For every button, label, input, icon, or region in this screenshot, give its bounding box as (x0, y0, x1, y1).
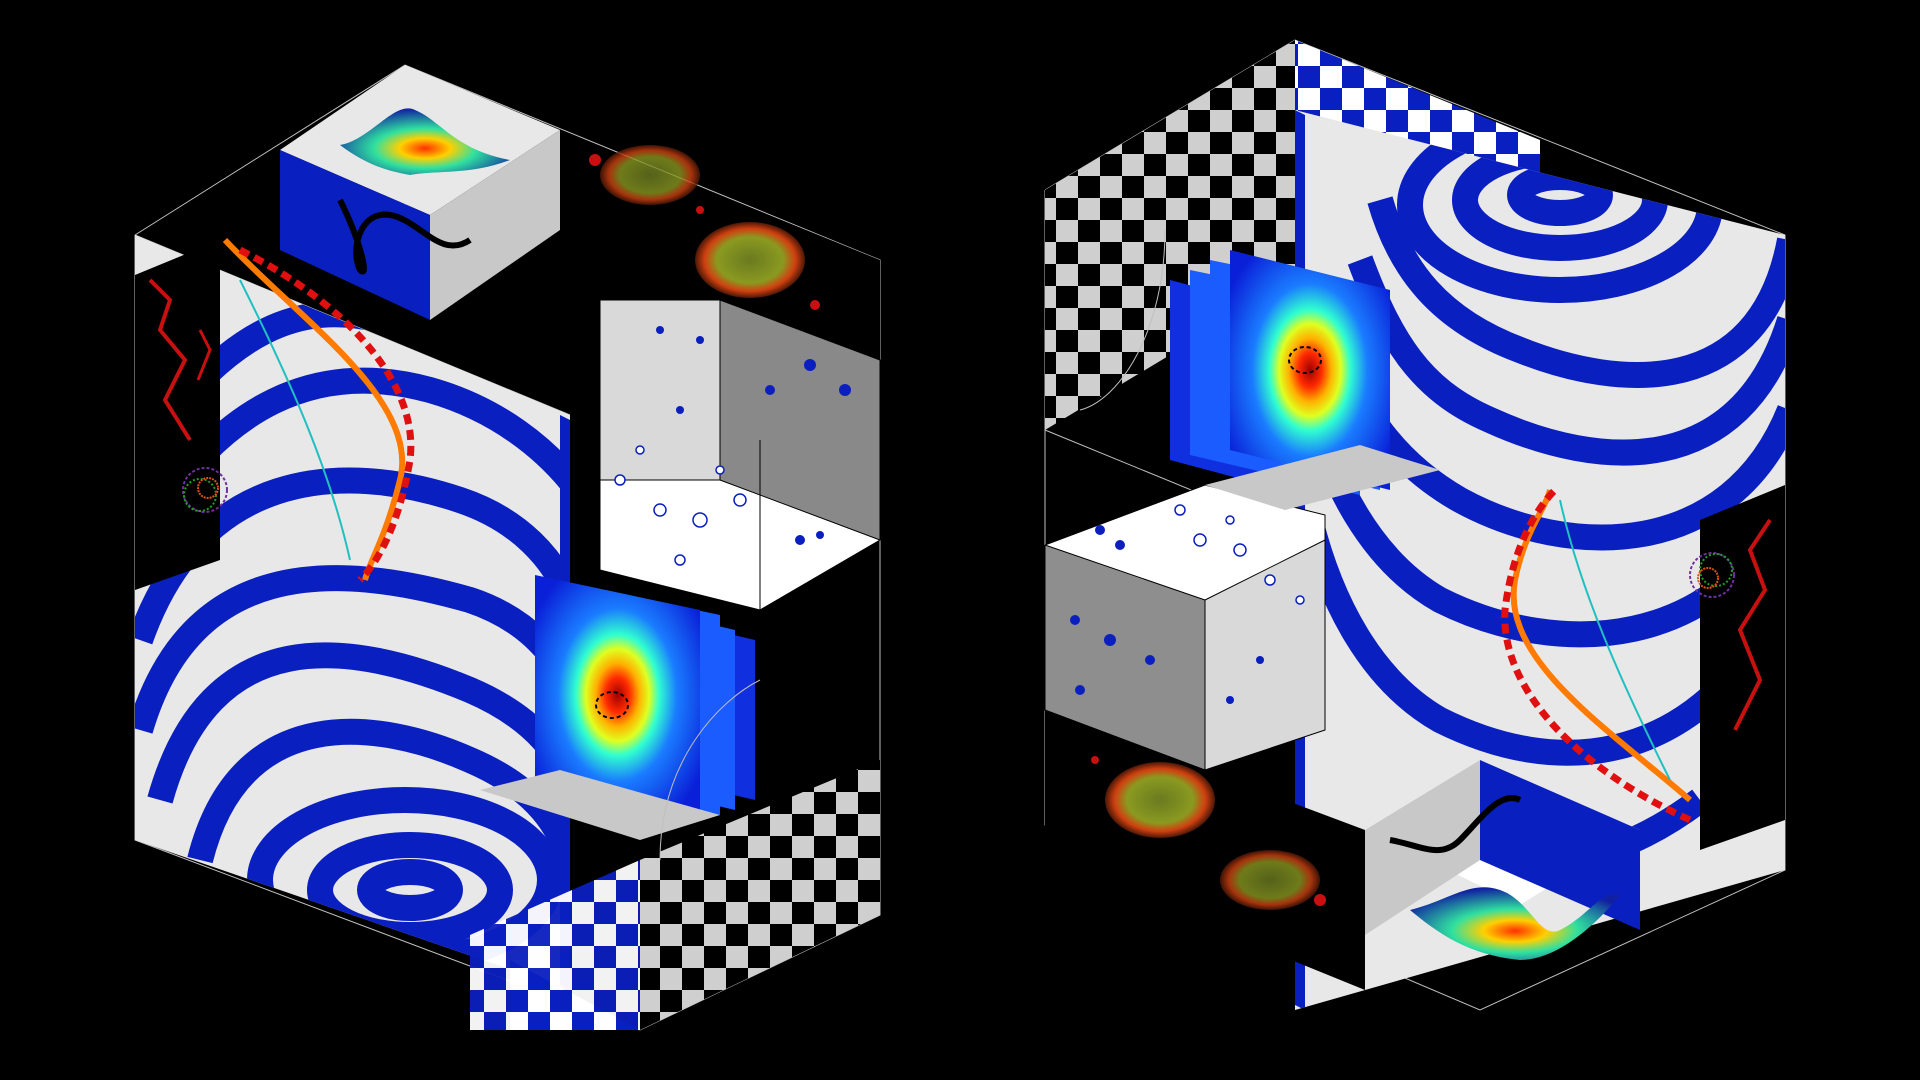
helix-curves-panel (222, 237, 415, 583)
trajectory-cluster-icon (182, 467, 228, 513)
microscopy-sliver (135, 240, 220, 590)
checkerboard-panel (470, 679, 880, 1030)
scatter-3d-box (599, 299, 881, 611)
heatmap-slice-stack (1170, 250, 1390, 500)
surface-plot-panel (1365, 760, 1640, 960)
right-cube-composite (1044, 39, 1786, 1011)
microscopy-panel (1045, 710, 1365, 990)
helix-curves-panel (1501, 487, 1692, 824)
heatmap-slice-stack (535, 575, 755, 815)
step-platform (480, 770, 720, 840)
surface-plot-panel (280, 65, 560, 320)
left-cube-composite (134, 64, 881, 1031)
trajectory-cluster-icon (1689, 552, 1735, 598)
microscopy-sliver (1700, 485, 1785, 850)
step-platform (1205, 445, 1440, 510)
scatter-3d-box (1044, 484, 1326, 771)
